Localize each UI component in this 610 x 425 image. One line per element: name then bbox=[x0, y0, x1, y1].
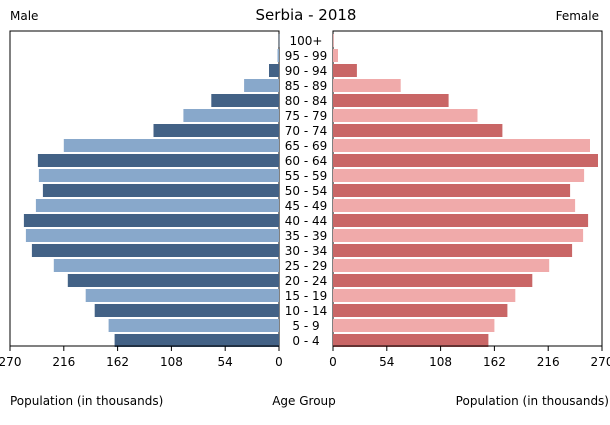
female-bar-7 bbox=[333, 139, 590, 152]
age-group-label-18: 10 - 14 bbox=[285, 304, 328, 318]
age-group-label: Age Group bbox=[272, 394, 336, 408]
male-tick-label-1: 54 bbox=[218, 355, 233, 369]
female-bar-2 bbox=[333, 64, 357, 77]
male-tick-label-2: 108 bbox=[160, 355, 183, 369]
male-bar-18 bbox=[94, 304, 279, 317]
female-x-axis: 0 54 108 162 216 270 bbox=[329, 345, 610, 369]
female-tick-label-5: 270 bbox=[591, 355, 610, 369]
female-bar-1 bbox=[333, 49, 338, 62]
male-bar-0 bbox=[278, 34, 280, 47]
age-group-label-9: 55 - 59 bbox=[285, 169, 328, 183]
age-group-label-7: 65 - 69 bbox=[285, 139, 328, 153]
male-bar-14 bbox=[31, 244, 280, 257]
female-tick-label-0: 0 bbox=[329, 355, 337, 369]
male-bar-13 bbox=[25, 229, 280, 242]
male-tick-label-5: 270 bbox=[0, 355, 21, 369]
male-tick-label-0: 0 bbox=[275, 355, 283, 369]
male-bar-1 bbox=[277, 49, 279, 62]
male-axis-label: Population (in thousands) bbox=[10, 394, 163, 408]
age-group-label-14: 30 - 34 bbox=[285, 244, 328, 258]
female-bar-18 bbox=[333, 304, 508, 317]
male-bar-7 bbox=[63, 139, 279, 152]
female-bar-9 bbox=[333, 169, 585, 182]
female-bar-11 bbox=[333, 199, 576, 212]
male-bar-10 bbox=[42, 184, 280, 197]
female-bar-4 bbox=[333, 94, 449, 107]
male-bar-5 bbox=[183, 109, 279, 122]
age-group-label-1: 95 - 99 bbox=[285, 49, 328, 63]
female-bar-20 bbox=[333, 334, 489, 347]
male-bar-2 bbox=[269, 64, 279, 77]
male-bar-16 bbox=[67, 274, 279, 287]
male-bar-12 bbox=[23, 214, 280, 227]
female-bar-15 bbox=[333, 259, 550, 272]
age-group-label-2: 90 - 94 bbox=[285, 64, 328, 78]
male-bar-19 bbox=[108, 319, 279, 332]
male-bar-20 bbox=[114, 334, 279, 347]
female-bar-17 bbox=[333, 289, 516, 302]
age-group-label-6: 70 - 74 bbox=[285, 124, 328, 138]
female-bar-12 bbox=[333, 214, 589, 227]
male-tick-label-3: 162 bbox=[106, 355, 129, 369]
age-group-label-0: 100+ bbox=[290, 34, 323, 48]
age-group-label-4: 80 - 84 bbox=[285, 94, 328, 108]
female-tick-label-4: 216 bbox=[537, 355, 560, 369]
age-group-label-15: 25 - 29 bbox=[285, 259, 328, 273]
age-group-label-16: 20 - 24 bbox=[285, 274, 328, 288]
age-group-label-13: 35 - 39 bbox=[285, 229, 328, 243]
female-bars bbox=[333, 34, 598, 347]
male-bar-17 bbox=[85, 289, 279, 302]
female-bar-6 bbox=[333, 124, 503, 137]
female-bar-3 bbox=[333, 79, 401, 92]
male-bar-4 bbox=[211, 94, 279, 107]
female-bar-8 bbox=[333, 154, 598, 167]
female-bar-5 bbox=[333, 109, 478, 122]
male-bar-11 bbox=[35, 199, 280, 212]
chart-title: Serbia - 2018 bbox=[256, 6, 357, 24]
age-group-label-12: 40 - 44 bbox=[285, 214, 328, 228]
age-group-label-17: 15 - 19 bbox=[285, 289, 328, 303]
age-group-label-3: 85 - 89 bbox=[285, 79, 328, 93]
male-bar-8 bbox=[37, 154, 280, 167]
male-tick-label-4: 216 bbox=[52, 355, 75, 369]
female-label: Female bbox=[556, 9, 599, 23]
age-group-label-5: 75 - 79 bbox=[285, 109, 328, 123]
female-bar-10 bbox=[333, 184, 571, 197]
male-bar-15 bbox=[53, 259, 279, 272]
age-group-label-19: 5 - 9 bbox=[292, 319, 319, 333]
female-bar-16 bbox=[333, 274, 533, 287]
male-bar-9 bbox=[38, 169, 280, 182]
female-bar-0 bbox=[333, 34, 334, 47]
female-tick-label-2: 108 bbox=[429, 355, 452, 369]
age-group-label-10: 50 - 54 bbox=[285, 184, 328, 198]
age-group-label-11: 45 - 49 bbox=[285, 199, 328, 213]
female-bar-14 bbox=[333, 244, 573, 257]
female-tick-label-3: 162 bbox=[483, 355, 506, 369]
male-bar-6 bbox=[153, 124, 279, 137]
female-tick-label-1: 54 bbox=[379, 355, 394, 369]
male-x-axis: 0 54 108 162 216 270 bbox=[0, 345, 283, 369]
female-bar-19 bbox=[333, 319, 495, 332]
male-bars bbox=[23, 34, 280, 347]
male-label: Male bbox=[10, 9, 38, 23]
male-bar-3 bbox=[244, 79, 279, 92]
age-group-label-8: 60 - 64 bbox=[285, 154, 328, 168]
age-group-label-20: 0 - 4 bbox=[292, 334, 319, 348]
female-axis-label: Population (in thousands) bbox=[456, 394, 609, 408]
female-bar-13 bbox=[333, 229, 584, 242]
